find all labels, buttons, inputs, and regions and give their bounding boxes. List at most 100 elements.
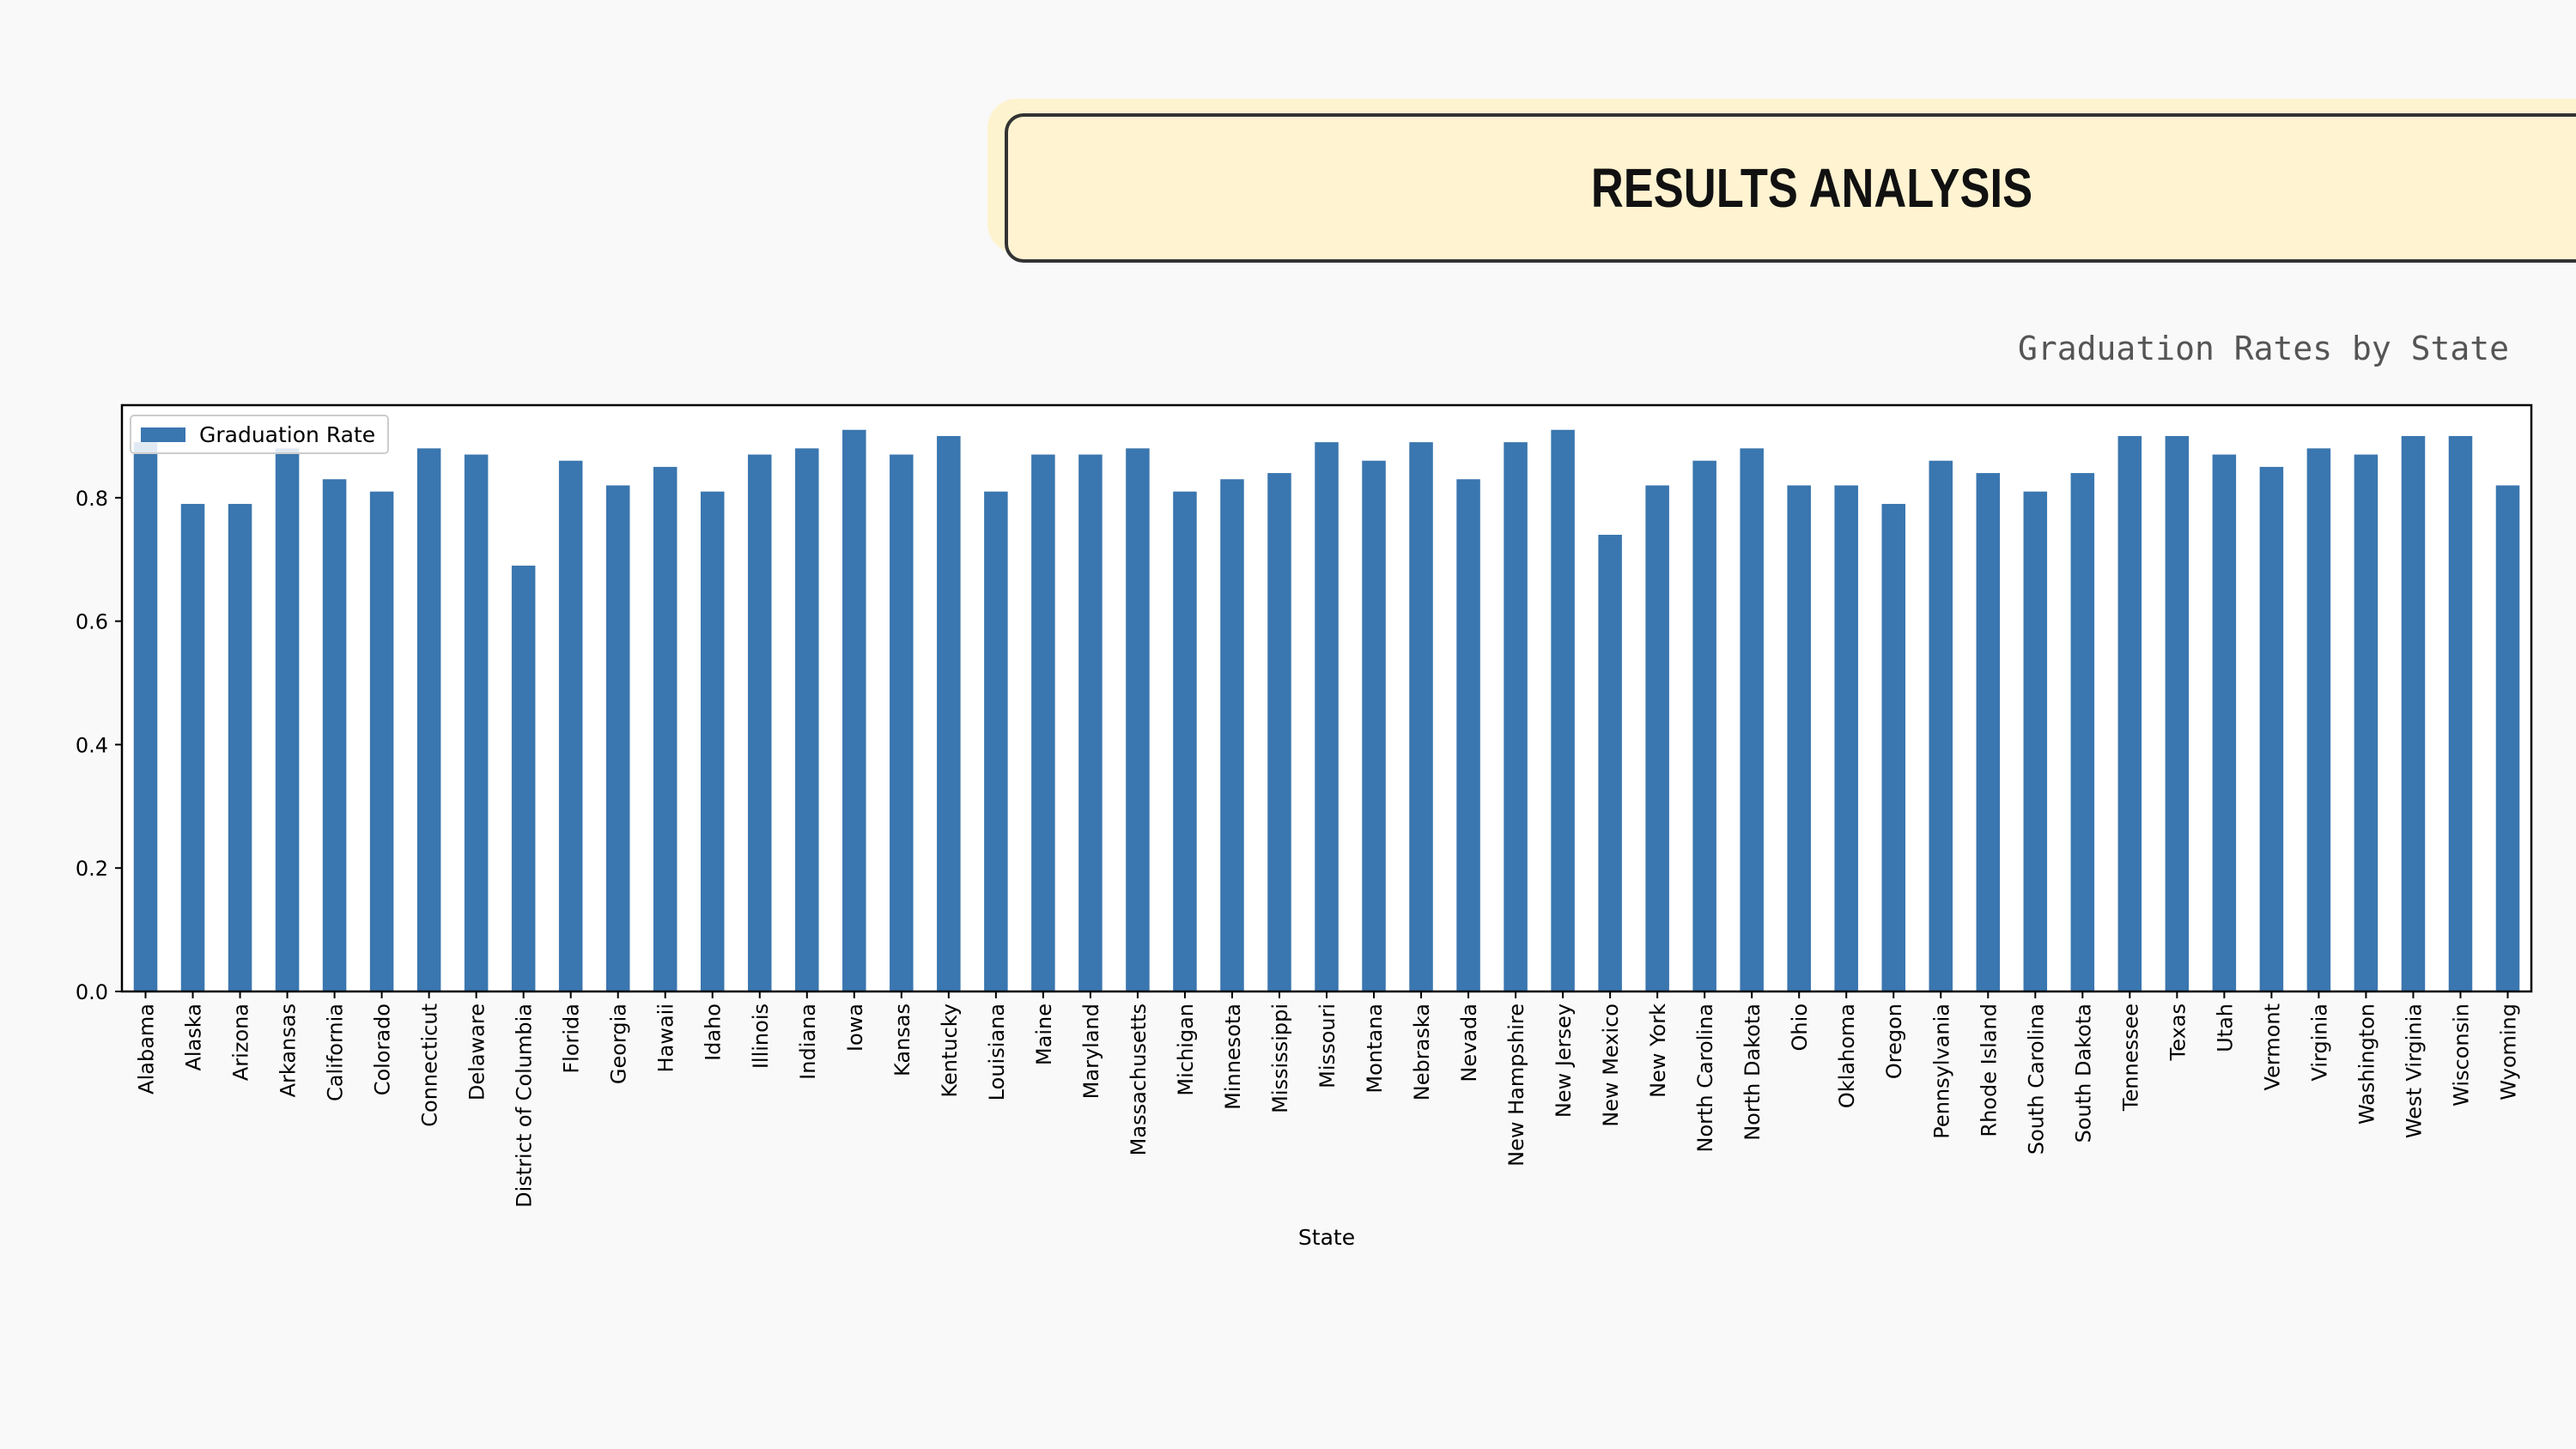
- bar-north-dakota: [1740, 448, 1764, 991]
- x-tick-label: Alaska: [182, 1003, 206, 1070]
- x-tick-label: Montana: [1363, 1003, 1387, 1094]
- x-tick-label: South Carolina: [2024, 1003, 2048, 1155]
- x-tick-label: North Dakota: [1741, 1003, 1765, 1141]
- bar-delaware: [464, 454, 489, 991]
- bar-ohio: [1787, 485, 1811, 991]
- x-tick-label: Iowa: [843, 1003, 867, 1052]
- x-tick-label: Ohio: [1788, 1003, 1812, 1051]
- bar-maryland: [1078, 454, 1103, 991]
- x-tick-label: Nevada: [1457, 1003, 1481, 1082]
- bar-indiana: [795, 448, 819, 991]
- bar-north-carolina: [1692, 460, 1716, 991]
- bar-utah: [2212, 454, 2237, 991]
- bar-michigan: [1173, 491, 1197, 991]
- bar-new-jersey: [1551, 429, 1575, 991]
- x-tick-label: Virginia: [2307, 1003, 2331, 1082]
- bar-idaho: [700, 491, 725, 991]
- x-tick-label: Tennessee: [2118, 1003, 2142, 1112]
- y-tick-label: 0.4: [76, 733, 108, 757]
- bar-pennsylvania: [1929, 460, 1953, 991]
- title-banner: [1005, 113, 2576, 263]
- bar-texas: [2165, 435, 2190, 991]
- x-tick-label: Idaho: [702, 1003, 726, 1061]
- x-tick-label: North Carolina: [1693, 1003, 1717, 1153]
- x-tick-label: Oklahoma: [1835, 1003, 1859, 1108]
- bar-mississippi: [1267, 473, 1291, 991]
- bar-vermont: [2259, 466, 2284, 991]
- x-tick-label: Pennsylvania: [1929, 1003, 1953, 1139]
- x-tick-label: Washington: [2354, 1003, 2379, 1125]
- x-tick-label: Wisconsin: [2449, 1003, 2473, 1106]
- x-tick-label: Minnesota: [1221, 1003, 1245, 1110]
- bar-iowa: [842, 429, 866, 991]
- bar-california: [322, 479, 347, 991]
- x-tick-label: Utah: [2213, 1003, 2237, 1052]
- bar-district-of-columbia: [511, 565, 536, 991]
- bar-hawaii: [653, 466, 677, 991]
- x-tick-label: Michigan: [1174, 1003, 1198, 1096]
- bar-arizona: [228, 504, 252, 991]
- bar-arkansas: [275, 448, 300, 991]
- bar-alaska: [180, 504, 205, 991]
- bar-nebraska: [1409, 442, 1433, 991]
- bar-kentucky: [937, 435, 961, 991]
- x-tick-label: Kansas: [890, 1003, 914, 1076]
- bar-tennessee: [2117, 435, 2142, 991]
- legend-label: Graduation Rate: [199, 422, 375, 447]
- y-tick-label: 0.6: [76, 610, 108, 634]
- y-tick-label: 0.2: [76, 857, 108, 881]
- bar-new-york: [1645, 485, 1669, 991]
- bar-rhode-island: [1976, 473, 2001, 991]
- bar-florida: [558, 460, 583, 991]
- slide-title: RESULTS ANALYSIS: [1590, 157, 2033, 219]
- x-tick-label: Texas: [2166, 1003, 2190, 1061]
- bar-colorado: [369, 491, 394, 991]
- x-tick-label: Oregon: [1882, 1003, 1906, 1079]
- bar-wyoming: [2495, 485, 2520, 991]
- x-tick-label: Arkansas: [276, 1003, 301, 1097]
- bar-wisconsin: [2448, 435, 2473, 991]
- bar-west-virginia: [2401, 435, 2426, 991]
- x-tick-label: New Mexico: [1599, 1003, 1623, 1127]
- bar-virginia: [2306, 448, 2331, 991]
- bar-massachusetts: [1126, 448, 1150, 991]
- x-tick-label: West Virginia: [2402, 1003, 2426, 1138]
- y-tick-label: 0.8: [76, 487, 108, 511]
- y-tick-label: 0.0: [76, 980, 108, 1004]
- bar-connecticut: [416, 448, 441, 991]
- x-tick-label: Mississippi: [1268, 1003, 1292, 1113]
- x-tick-label: Vermont: [2260, 1003, 2284, 1090]
- x-tick-label: California: [324, 1003, 348, 1101]
- x-tick-label: Connecticut: [418, 1003, 442, 1127]
- bar-missouri: [1315, 442, 1339, 991]
- x-tick-label: Georgia: [607, 1003, 631, 1084]
- bar-louisiana: [984, 491, 1008, 991]
- x-tick-label: Illinois: [749, 1003, 773, 1069]
- x-tick-label: Delaware: [465, 1003, 489, 1100]
- legend-box: [130, 415, 389, 454]
- x-tick-label: Kentucky: [938, 1003, 962, 1098]
- x-tick-label: Colorado: [371, 1003, 395, 1095]
- bar-oklahoma: [1834, 485, 1858, 991]
- chart-subtitle: Graduation Rates by State: [2018, 330, 2509, 367]
- bar-south-carolina: [2023, 491, 2048, 991]
- x-tick-label: Rhode Island: [1977, 1003, 2001, 1137]
- x-tick-label: Nebraska: [1410, 1003, 1434, 1100]
- x-tick-label: New Hampshire: [1504, 1003, 1528, 1167]
- x-tick-label: New York: [1646, 1003, 1670, 1098]
- bar-montana: [1362, 460, 1386, 991]
- bar-alabama: [133, 442, 158, 991]
- bar-nevada: [1456, 479, 1480, 991]
- x-tick-label: Alabama: [135, 1003, 159, 1094]
- x-tick-label: Florida: [560, 1003, 584, 1074]
- bar-kansas: [890, 454, 914, 991]
- x-tick-label: Maryland: [1079, 1003, 1103, 1099]
- x-tick-label: Hawaii: [654, 1003, 678, 1072]
- bar-south-dakota: [2070, 473, 2095, 991]
- x-tick-label: Indiana: [796, 1003, 820, 1080]
- x-tick-label: Missouri: [1315, 1003, 1340, 1088]
- plot-frame: [120, 403, 2533, 993]
- bar-minnesota: [1220, 479, 1244, 991]
- x-tick-label: Arizona: [229, 1003, 253, 1081]
